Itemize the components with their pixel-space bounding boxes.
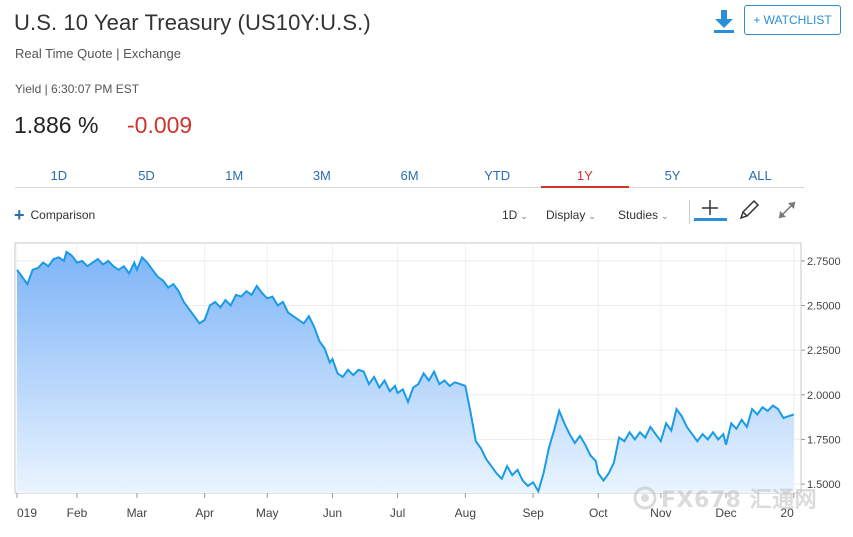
plus-icon: +: [14, 205, 25, 225]
tab-ytd[interactable]: YTD: [484, 168, 511, 183]
x-tick-label: Oct: [589, 506, 608, 520]
x-tick-label: Sep: [522, 506, 544, 520]
watermark-text: FX678 汇通网: [661, 488, 818, 513]
tab-6m[interactable]: 6M: [400, 168, 419, 183]
tab-1d[interactable]: 1D: [50, 168, 68, 183]
x-tick-label: Feb: [67, 506, 88, 520]
yield-series-line: [16, 250, 795, 494]
tab-3m[interactable]: 3M: [312, 168, 331, 183]
y-tick-label: 2.0000: [807, 390, 841, 402]
yield-area-fill: [17, 251, 794, 493]
studies-dropdown[interactable]: Studies ⌄: [618, 208, 669, 222]
price-change: -0.009: [127, 112, 193, 138]
x-tick-label: 20: [780, 506, 794, 520]
chevron-down-icon: ⌄: [588, 211, 596, 221]
x-tick-label: May: [256, 506, 279, 520]
download-icon[interactable]: [712, 8, 736, 34]
page-title: U.S. 10 Year Treasury (US10Y:U.S.): [14, 10, 371, 35]
y-tick-label: 1.7500: [807, 434, 841, 446]
chevron-down-icon: ⌄: [520, 211, 528, 221]
x-tick-label: Nov: [650, 506, 671, 520]
price-number: 1.886: [14, 112, 72, 138]
x-tick-label: Dec: [715, 506, 736, 520]
y-tick-label: 2.5000: [807, 301, 841, 313]
price-unit: %: [77, 112, 99, 138]
y-tick-label: 1.5000: [807, 479, 841, 491]
watermark: FX678 汇通网: [633, 482, 817, 514]
watermark-logo-icon: [633, 486, 657, 510]
tab-1y[interactable]: 1Y: [541, 163, 629, 188]
x-tick-label: Apr: [195, 506, 214, 520]
interval-label: 1D: [502, 208, 518, 222]
x-tick-label: Aug: [455, 506, 476, 520]
toolbar-divider: [689, 200, 690, 224]
price-value: 1.886 %: [14, 112, 98, 139]
tab-5y[interactable]: 5Y: [664, 168, 681, 183]
y-tick-label: 2.7500: [807, 256, 841, 268]
y-tick-label: 2.2500: [807, 345, 841, 357]
add-to-watchlist-button[interactable]: + WATCHLIST: [744, 5, 841, 35]
tab-all[interactable]: ALL: [748, 168, 772, 183]
tab-5d[interactable]: 5D: [138, 168, 155, 183]
display-label: Display: [546, 208, 586, 222]
x-tick-label: Jun: [323, 506, 342, 520]
display-dropdown[interactable]: Display ⌄: [546, 208, 596, 222]
tab-1m[interactable]: 1M: [225, 168, 244, 183]
yield-chart[interactable]: 2.7500 2.5000 2.2500 2.0000 1.7500 1.5000 019…: [0, 240, 853, 537]
x-tick-label: Mar: [127, 506, 148, 520]
quote-time-label: Yield | 6:30:07 PM EST: [15, 82, 140, 96]
studies-label: Studies: [618, 208, 659, 222]
comparison-button[interactable]: + Comparison: [14, 205, 96, 225]
pencil-icon[interactable]: [737, 198, 761, 222]
quote-source-label: Real Time Quote | Exchange: [15, 46, 181, 61]
interval-dropdown[interactable]: 1D ⌄: [502, 208, 528, 222]
range-tabs: 1D 5D 1M 3M 6M YTD 1Y 5Y ALL: [15, 163, 804, 188]
comparison-label: Comparison: [30, 208, 96, 222]
expand-icon[interactable]: [775, 198, 799, 222]
x-tick-label: 019: [17, 506, 37, 520]
x-tick-label: Jul: [390, 506, 405, 520]
crosshair-icon[interactable]: [694, 198, 727, 222]
chevron-down-icon: ⌄: [661, 211, 669, 221]
